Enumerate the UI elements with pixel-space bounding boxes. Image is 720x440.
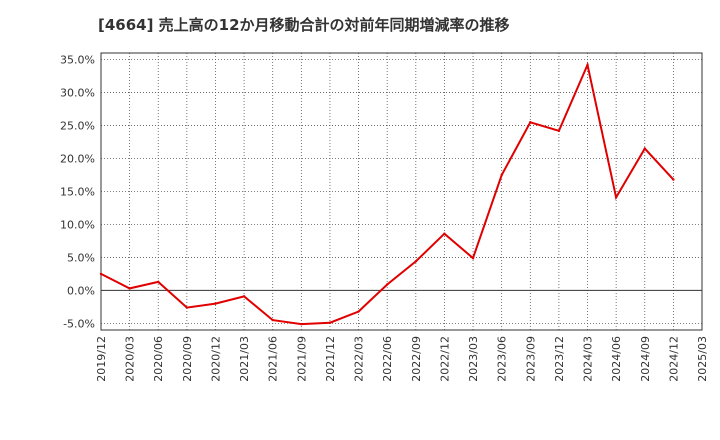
x-tick-label: 2022/12 (438, 336, 451, 382)
data-point (586, 63, 589, 67)
x-tick-label: 2022/09 (410, 336, 423, 382)
x-tick-label: 2021/12 (324, 336, 337, 382)
x-tick-label: 2024/12 (667, 336, 680, 382)
x-tick-label: 2021/09 (295, 336, 308, 382)
data-point (242, 295, 246, 298)
data-point (300, 322, 303, 326)
chart-title: [4664] 売上高の12か月移動合計の対前年同期増減率の推移 (98, 16, 510, 34)
x-tick-label: 2022/06 (381, 336, 394, 382)
data-point (414, 260, 418, 263)
data-point (99, 272, 103, 276)
x-tick-label: 2023/09 (524, 336, 537, 382)
x-tick-label: 2023/03 (467, 336, 480, 382)
y-tick-label: -5.0% (63, 317, 95, 330)
data-point (214, 302, 217, 305)
data-point (128, 287, 131, 290)
y-tick-label: 20.0% (60, 153, 95, 166)
data-point (643, 147, 646, 150)
x-tick-label: 2023/06 (496, 336, 509, 382)
data-point (500, 173, 503, 177)
data-point (672, 178, 675, 181)
grid-layer (101, 53, 702, 330)
y-tick-label: 0.0% (67, 284, 95, 297)
data-point (185, 306, 189, 309)
x-tick-label: 2020/06 (152, 336, 165, 382)
x-tick-label: 2024/09 (639, 336, 652, 382)
plot-border (100, 52, 703, 331)
y-tick-label: 5.0% (67, 251, 95, 264)
y-tick-label: 25.0% (60, 120, 95, 133)
y-tick-label: 30.0% (60, 87, 95, 100)
x-tick-label: 2021/06 (267, 336, 280, 382)
x-tick-label: 2020/12 (209, 336, 222, 382)
y-tick-label: 15.0% (60, 186, 95, 199)
x-tick-label: 2025/03 (696, 336, 709, 382)
data-point (385, 283, 389, 286)
x-tick-label: 2024/06 (610, 336, 623, 382)
series-layer (99, 61, 675, 326)
y-tick-label: 35.0% (60, 54, 95, 67)
x-tick-label: 2022/03 (353, 336, 366, 382)
axis-layer (100, 52, 703, 331)
x-tick-label: 2023/12 (553, 336, 566, 382)
data-point (271, 318, 274, 322)
x-tick-label: 2020/09 (181, 336, 194, 382)
x-tick-label: 2019/12 (95, 336, 108, 382)
tick-label-layer: -5.0% 0.0% 5.0% 10.0% 15.0% 20.0% 25.0% 30.0% 35… (60, 54, 709, 382)
data-point (328, 321, 332, 324)
data-point (614, 196, 618, 199)
data-point (357, 310, 360, 313)
data-point (557, 129, 561, 133)
y-tick-label: 10.0% (60, 218, 95, 231)
x-tick-label: 2024/03 (582, 336, 595, 382)
data-point (529, 121, 532, 124)
data-point (157, 280, 160, 284)
data-point (471, 256, 475, 260)
data-point (443, 232, 446, 235)
x-tick-label: 2020/03 (124, 336, 137, 382)
x-tick-label: 2021/03 (238, 336, 251, 382)
